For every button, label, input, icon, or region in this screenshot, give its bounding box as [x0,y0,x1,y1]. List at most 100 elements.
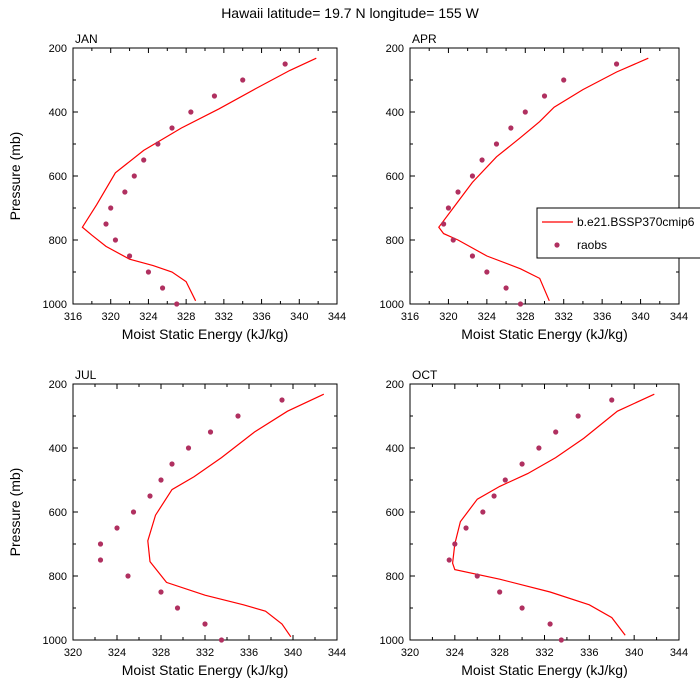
y-tick-label: 1000 [43,299,67,311]
y-tick-label: 600 [49,507,67,519]
raobs-point [169,461,175,467]
raobs-point [469,173,476,179]
raobs-point [114,525,120,531]
raobs-point [141,157,147,163]
plot-frame [72,383,338,641]
raobs-point [493,141,500,147]
x-tick-label: 320 [102,311,120,323]
y-tick-label: 800 [386,571,404,583]
legend-marker-swatch [554,242,560,248]
raobs-point [202,621,208,627]
legend-obs-label: raobs [577,238,607,252]
y-tick-label: 1000 [380,299,404,311]
x-tick-label: 332 [196,647,214,659]
plot-frame [409,383,680,641]
y-tick-label: 200 [386,43,404,55]
y-tick-label: 200 [49,379,67,391]
x-tick-label: 320 [401,647,419,659]
raobs-point [452,541,458,547]
raobs-point [519,461,525,467]
model-series-line [81,57,317,302]
y-tick-label: 200 [386,379,404,391]
legend: b.e21.BSSP370cmip6 raobs [536,207,700,259]
raobs-point [185,445,192,451]
panel-title: OCT [412,368,438,382]
raobs-point [469,253,476,259]
x-tick-label: 324 [139,311,157,323]
x-tick-label: 332 [535,647,553,659]
x-axis-title: Moist Static Energy (kJ/kg) [461,326,628,342]
raobs-point [480,509,486,515]
y-tick-label: 1000 [43,635,67,647]
raobs-point [503,285,509,291]
x-tick-label: 324 [478,311,496,323]
raobs-point [279,397,285,403]
raobs-point [558,637,564,643]
panel-jul: JUL 320 324 328 332 336 340 344 200 400 600 800 1000… [7,368,346,678]
raobs-point [235,413,241,419]
y-tick-label: 400 [49,107,67,119]
plot-frame [409,47,680,305]
y-axis-title: Pressure (mb) [7,468,23,557]
raobs-point [445,205,452,211]
x-tick-label: 344 [328,647,346,659]
raobs-point [103,221,109,227]
raobs-point [450,237,456,243]
raobs-point [130,509,137,515]
y-tick-label: 400 [386,107,404,119]
y-axis-title: Pressure (mb) [7,132,23,221]
raobs-point [147,493,153,499]
panel-title: JAN [75,32,98,46]
y-tick-label: 600 [386,171,404,183]
panel-title: APR [412,32,437,46]
y-tick-label: 600 [386,507,404,519]
x-tick-label: 324 [446,647,464,659]
x-tick-label: 344 [328,311,346,323]
raobs-point [207,429,214,435]
y-tick-label: 800 [386,235,404,247]
model-series-line [438,57,649,302]
panel-jan: JAN 316 320 324 328 332 336 340 344 200 400 600 800 1… [7,32,346,342]
model-series-line [451,393,655,636]
panel-title: JUL [75,368,97,382]
plot-frame [72,47,338,305]
raobs-point [441,221,447,227]
raobs-point [609,397,615,403]
x-tick-label: 340 [625,647,643,659]
raobs-point [484,269,490,275]
x-tick-label: 340 [631,311,649,323]
legend-model-label: b.e21.BSSP370cmip6 [577,215,695,229]
y-tick-label: 400 [49,443,67,455]
x-tick-label: 332 [215,311,233,323]
x-axis-title: Moist Static Energy (kJ/kg) [461,662,628,678]
x-tick-label: 336 [240,647,258,659]
raobs-point [159,285,166,291]
raobs-point [155,141,161,147]
raobs-point [169,125,175,131]
x-tick-label: 316 [64,311,82,323]
legend-box [536,207,700,259]
x-axis-title: Moist Static Energy (kJ/kg) [122,662,289,678]
x-tick-label: 336 [593,311,611,323]
raobs-point [218,637,225,643]
raobs-point [502,477,508,483]
y-tick-label: 200 [49,43,67,55]
x-tick-label: 328 [516,311,534,323]
y-tick-label: 800 [49,235,67,247]
y-tick-label: 600 [49,171,67,183]
raobs-point [613,61,620,67]
y-tick-label: 400 [386,443,404,455]
x-tick-label: 344 [670,647,688,659]
raobs-point [174,605,181,611]
raobs-point [446,557,452,563]
raobs-point [240,77,246,83]
raobs-point [463,525,469,531]
x-tick-label: 324 [108,647,126,659]
raobs-point [108,205,114,211]
x-tick-label: 320 [64,647,82,659]
model-series-line [147,393,325,638]
x-tick-label: 328 [490,647,508,659]
raobs-point [541,93,548,99]
raobs-point [508,125,514,131]
